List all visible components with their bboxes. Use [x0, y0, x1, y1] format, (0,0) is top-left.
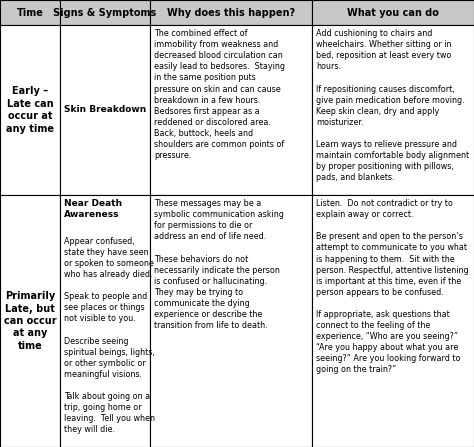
- Bar: [60, 195, 150, 447]
- Text: Skin Breakdown: Skin Breakdown: [64, 105, 146, 114]
- Bar: [150, 25, 312, 195]
- Text: Signs & Symptoms: Signs & Symptoms: [54, 8, 156, 17]
- Bar: [0, 0, 60, 25]
- Text: The combined effect of
immobility from weakness and
decreased blood circulation : The combined effect of immobility from w…: [154, 29, 285, 160]
- Bar: [0, 195, 60, 447]
- Text: Appear confused,
state they have seen
or spoken to someone
who has already died.: Appear confused, state they have seen or…: [64, 226, 155, 434]
- Bar: [60, 25, 150, 195]
- Text: Time: Time: [17, 8, 44, 17]
- Text: Primarily
Late, but
can occur
at any
time: Primarily Late, but can occur at any tim…: [4, 291, 56, 351]
- Text: Early –
Late can
occur at
any time: Early – Late can occur at any time: [6, 86, 54, 134]
- Bar: [312, 195, 474, 447]
- Text: Near Death
Awareness: Near Death Awareness: [64, 199, 122, 219]
- Text: Why does this happen?: Why does this happen?: [167, 8, 295, 17]
- Bar: [0, 25, 60, 195]
- Bar: [60, 0, 150, 25]
- Text: Listen.  Do not contradict or try to
explain away or correct.

Be present and op: Listen. Do not contradict or try to expl…: [316, 199, 469, 375]
- Bar: [150, 195, 312, 447]
- Bar: [150, 0, 312, 25]
- Bar: [312, 0, 474, 25]
- Text: These messages may be a
symbolic communication asking
for permissions to die or
: These messages may be a symbolic communi…: [154, 199, 284, 330]
- Bar: [312, 25, 474, 195]
- Text: Add cushioning to chairs and
wheelchairs. Whether sitting or in
bed, reposition : Add cushioning to chairs and wheelchairs…: [316, 29, 469, 182]
- Text: What you can do: What you can do: [347, 8, 439, 17]
